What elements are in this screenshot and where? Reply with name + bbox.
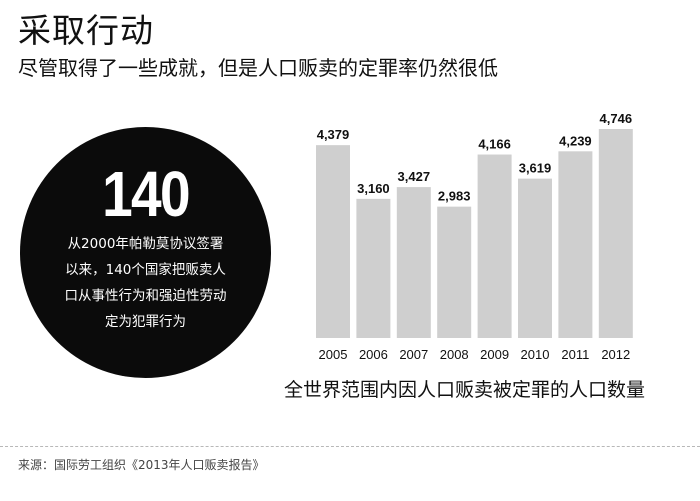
callout-line: 从2000年帕勒莫协议签署 bbox=[67, 236, 224, 252]
bar-value-label: 4,166 bbox=[478, 137, 511, 152]
bar-2008 bbox=[437, 206, 472, 338]
page-title: 采取行动 bbox=[18, 11, 154, 50]
x-tick-label: 2007 bbox=[399, 347, 428, 362]
callout-line: 口从事性行为和强迫性劳动 bbox=[64, 288, 227, 304]
bar-value-label: 2,983 bbox=[438, 189, 471, 204]
x-tick-label: 2012 bbox=[601, 347, 630, 362]
x-tick-label: 2005 bbox=[319, 347, 348, 362]
bar-2011 bbox=[558, 151, 593, 338]
bar-2010 bbox=[518, 178, 552, 338]
bar-value-label: 3,160 bbox=[357, 181, 390, 196]
bar-value-label: 3,619 bbox=[519, 161, 552, 176]
bar-chart: 4,379 2005 3,160 2006 3,427 2007 2,983 2008 4,16… bbox=[316, 111, 633, 362]
source-note: 来源：国际劳工组织《2013年人口贩卖报告》 bbox=[18, 458, 265, 472]
bar-value-label: 3,427 bbox=[398, 169, 431, 184]
callout-text: 从2000年帕勒莫协议签署 以来，140个国家把贩卖人 口从事性行为和强迫性劳动… bbox=[58, 231, 233, 335]
bar-2005 bbox=[316, 145, 350, 338]
callout-circle: 140 从2000年帕勒莫协议签署 以来，140个国家把贩卖人 口从事性行为和强… bbox=[20, 127, 271, 378]
bar-2007 bbox=[396, 187, 431, 338]
callout-line: 以来，140个国家把贩卖人 bbox=[65, 262, 226, 278]
x-tick-label: 2010 bbox=[521, 347, 550, 362]
x-tick-label: 2011 bbox=[561, 347, 589, 362]
bar-value-label: 4,746 bbox=[600, 111, 633, 126]
x-tick-label: 2009 bbox=[480, 347, 509, 362]
x-tick-label: 2008 bbox=[440, 347, 469, 362]
x-tick-label: 2006 bbox=[359, 347, 388, 362]
divider bbox=[0, 446, 700, 447]
bar-value-label: 4,379 bbox=[317, 127, 350, 142]
callout-number: 140 bbox=[102, 158, 190, 230]
bar-2006 bbox=[356, 198, 391, 338]
chart-title: 全世界范围内因人口贩卖被定罪的人口数量 bbox=[284, 379, 646, 401]
bar-2009 bbox=[477, 154, 512, 338]
bar-2012 bbox=[598, 129, 633, 338]
callout-line: 定为犯罪行为 bbox=[105, 314, 186, 330]
bar-value-label: 4,239 bbox=[559, 133, 592, 148]
page-subtitle: 尽管取得了一些成就，但是人口贩卖的定罪率仍然很低 bbox=[18, 56, 498, 80]
